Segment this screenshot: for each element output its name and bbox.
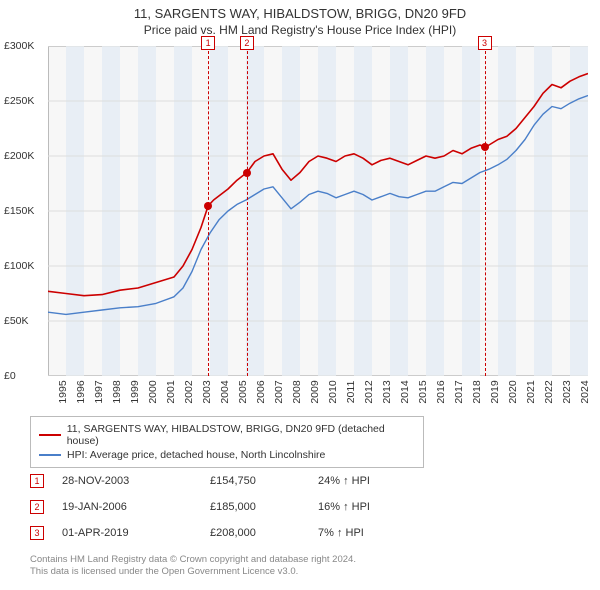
x-axis-label: 2012 <box>363 380 375 403</box>
y-axis-label: £250K <box>4 95 34 107</box>
x-axis-label: 2023 <box>561 380 573 403</box>
x-axis-label: 1995 <box>57 380 69 403</box>
footer-attribution: Contains HM Land Registry data © Crown c… <box>30 554 356 579</box>
x-axis-label: 2010 <box>327 380 339 403</box>
x-axis-label: 2016 <box>435 380 447 403</box>
event-date: 19-JAN-2006 <box>62 501 192 513</box>
legend-label: 11, SARGENTS WAY, HIBALDSTOW, BRIGG, DN2… <box>67 423 415 447</box>
y-axis-label: £0 <box>4 370 16 382</box>
x-axis-label: 2013 <box>381 380 393 403</box>
legend-swatch-hpi <box>39 454 61 456</box>
y-axis-label: £150K <box>4 205 34 217</box>
marker-dot <box>481 143 489 151</box>
event-pct: 16% ↑ HPI <box>318 501 408 513</box>
event-marker-box: 1 <box>30 474 44 488</box>
x-axis-label: 2005 <box>237 380 249 403</box>
x-axis-label: 2020 <box>507 380 519 403</box>
event-row: 2 19-JAN-2006 £185,000 16% ↑ HPI <box>30 494 408 520</box>
x-axis-label: 1996 <box>75 380 87 403</box>
x-axis-label: 2006 <box>255 380 267 403</box>
event-marker-box: 3 <box>30 526 44 540</box>
chart-plot-area: £0£50K£100K£150K£200K£250K£300K199519961… <box>48 46 588 376</box>
legend-swatch-property <box>39 434 61 436</box>
marker-number-box: 2 <box>240 36 254 50</box>
x-axis-label: 2007 <box>273 380 285 403</box>
x-axis-label: 2001 <box>165 380 177 403</box>
event-price: £154,750 <box>210 475 300 487</box>
y-axis-label: £100K <box>4 260 34 272</box>
x-axis-label: 2011 <box>345 381 357 404</box>
x-axis-label: 2024 <box>579 380 591 403</box>
x-axis-label: 2021 <box>525 380 537 403</box>
x-axis-label: 2022 <box>543 380 555 403</box>
event-row: 1 28-NOV-2003 £154,750 24% ↑ HPI <box>30 468 408 494</box>
marker-line <box>247 46 248 376</box>
marker-number-box: 1 <box>201 36 215 50</box>
x-axis-label: 1997 <box>93 380 105 403</box>
legend-item-property: 11, SARGENTS WAY, HIBALDSTOW, BRIGG, DN2… <box>39 422 415 448</box>
x-axis-label: 1999 <box>129 380 141 403</box>
x-axis-label: 2017 <box>453 380 465 403</box>
x-axis-label: 2009 <box>309 380 321 403</box>
event-price: £185,000 <box>210 501 300 513</box>
y-axis-label: £200K <box>4 150 34 162</box>
event-date: 01-APR-2019 <box>62 527 192 539</box>
event-date: 28-NOV-2003 <box>62 475 192 487</box>
x-axis-label: 2019 <box>489 380 501 403</box>
x-axis-label: 2003 <box>201 380 213 403</box>
x-axis-label: 2000 <box>147 380 159 403</box>
legend-label: HPI: Average price, detached house, Nort… <box>67 449 325 461</box>
x-axis-label: 2008 <box>291 380 303 403</box>
event-pct: 24% ↑ HPI <box>318 475 408 487</box>
footer-line: Contains HM Land Registry data © Crown c… <box>30 554 356 566</box>
event-pct: 7% ↑ HPI <box>318 527 408 539</box>
chart-container: 11, SARGENTS WAY, HIBALDSTOW, BRIGG, DN2… <box>0 0 600 590</box>
x-axis-label: 2018 <box>471 380 483 403</box>
x-axis-label: 2015 <box>417 380 429 403</box>
x-axis-label: 1998 <box>111 380 123 403</box>
marker-line <box>485 46 486 376</box>
chart-subtitle: Price paid vs. HM Land Registry's House … <box>0 21 600 37</box>
chart-svg <box>48 46 588 376</box>
event-marker-box: 2 <box>30 500 44 514</box>
footer-line: This data is licensed under the Open Gov… <box>30 566 356 578</box>
event-price: £208,000 <box>210 527 300 539</box>
event-row: 3 01-APR-2019 £208,000 7% ↑ HPI <box>30 520 408 546</box>
events-list: 1 28-NOV-2003 £154,750 24% ↑ HPI 2 19-JA… <box>30 468 408 546</box>
marker-dot <box>204 202 212 210</box>
y-axis-label: £300K <box>4 40 34 52</box>
marker-number-box: 3 <box>478 36 492 50</box>
x-axis-label: 2002 <box>183 380 195 403</box>
marker-line <box>208 46 209 376</box>
legend-item-hpi: HPI: Average price, detached house, Nort… <box>39 448 415 462</box>
x-axis-label: 2014 <box>399 380 411 403</box>
marker-dot <box>243 169 251 177</box>
y-axis-label: £50K <box>4 315 29 327</box>
chart-title: 11, SARGENTS WAY, HIBALDSTOW, BRIGG, DN2… <box>0 0 600 21</box>
x-axis-label: 2004 <box>219 380 231 403</box>
legend-box: 11, SARGENTS WAY, HIBALDSTOW, BRIGG, DN2… <box>30 416 424 468</box>
